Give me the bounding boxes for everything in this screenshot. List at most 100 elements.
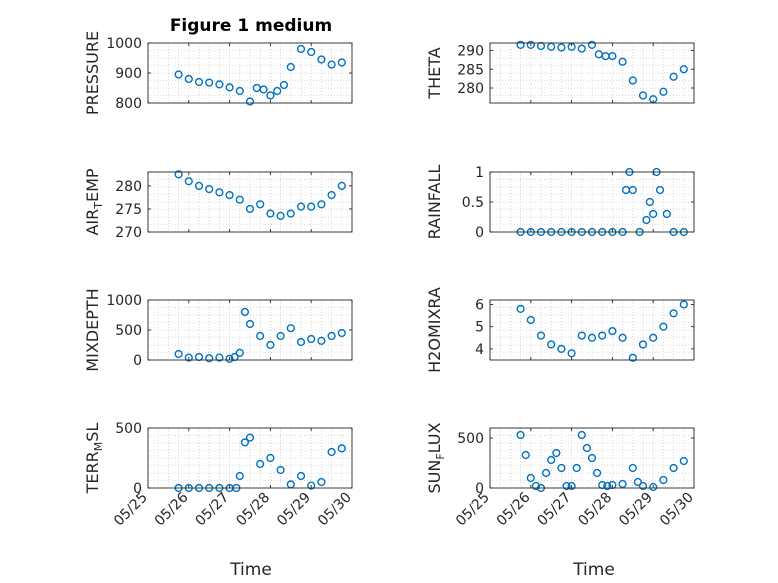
axes-box [147,171,353,233]
data-point [587,333,597,342]
data-point [337,181,346,190]
data-point [577,44,586,53]
data-point [184,353,193,362]
y-axis-label: RAINFALL [425,165,444,240]
figure-title: Figure 1 medium [170,16,332,36]
y-tick-label: 800 [115,96,142,112]
data-point [337,328,346,338]
data-point [307,47,316,57]
data-point [286,62,295,72]
data-point [235,195,244,204]
series-markers [174,170,346,220]
data-point [669,72,678,81]
data-point [659,322,668,331]
x-tick-label: 05/28 [233,490,273,530]
data-point [276,211,285,220]
data-point [317,200,326,209]
data-point [317,336,326,345]
y-tick-label: 500 [115,323,142,339]
data-point [526,40,535,49]
data-point [638,340,648,349]
data-point [618,333,627,342]
data-point [174,349,183,359]
data-point [215,188,224,197]
x-tick-label: 05/29 [274,490,314,530]
data-point [557,344,566,353]
data-point [628,185,637,195]
data-point [587,40,597,49]
y-tick-label: 500 [457,431,484,447]
data-point [327,447,336,457]
x-tick-label: 05/30 [657,490,697,530]
data-point [633,477,643,487]
data-point [225,83,234,92]
data-point [245,319,255,329]
y-tick-label: 1000 [106,293,142,309]
data-point [225,190,234,200]
series-markers [516,40,688,104]
subplot-sun_flux: 0 500 05/25 05/26 05/27 05/28 05/29 05/30 SUNFLU… [425,422,697,529]
data-point [184,74,193,84]
y-tick-label: 0 [475,481,484,497]
data-point [547,455,556,465]
subplot-terr_msl: 0 500 05/25 05/26 05/27 05/28 05/29 05/30 TERRMS… [83,421,355,529]
x-tick-label: 05/26 [494,489,534,529]
data-point [266,453,275,463]
x-tick-label: 05/29 [616,490,656,530]
series-markers [174,307,346,363]
data-point [562,481,571,491]
data-point [662,209,671,219]
data-point [521,450,530,460]
data-point [266,209,275,218]
y-axis-label: SUNFLUX [425,422,447,493]
y-tick-label: 5 [475,320,484,336]
axes-box [489,427,695,489]
data-point [608,327,617,336]
data-point [266,91,275,100]
subplot-air_temp: 270 275 280 AIRTEMP [83,168,353,241]
data-point [296,44,306,54]
data-point [235,348,244,357]
data-point [307,481,316,490]
data-point [638,481,648,491]
data-point [337,58,346,67]
data-point [296,202,306,211]
x-tick-label: 05/25 [111,490,151,530]
data-point [235,86,244,96]
data-point [256,200,265,209]
data-point [577,430,586,440]
data-point [215,80,224,89]
data-point [279,80,289,90]
axes-box [489,42,695,104]
subplot-theta: 280 285 290 THETA [425,40,695,104]
data-point [516,304,525,313]
series-markers [516,430,688,493]
data-point [649,209,658,219]
y-axis-label: AIRTEMP [83,168,105,235]
data-point [245,204,255,214]
data-point [296,471,306,481]
data-point [628,76,637,85]
data-point [669,309,678,318]
x-tick-label: 05/30 [315,490,355,530]
data-point [327,331,336,341]
data-point [536,331,546,340]
y-tick-label: 900 [115,66,142,82]
data-point [235,471,244,481]
data-point [679,65,688,74]
data-point [296,337,306,347]
data-point [659,87,668,96]
data-point [669,463,678,473]
data-point [327,190,336,200]
y-tick-label: 290 [457,44,484,60]
x-tick-label: 05/25 [453,490,493,530]
data-point [205,184,214,194]
data-point [679,300,688,309]
data-point [516,40,525,49]
y-tick-label: 275 [115,202,142,218]
data-point [327,60,336,69]
x-axis-label-right: Time [572,560,615,580]
y-tick-label: 0 [133,481,142,497]
